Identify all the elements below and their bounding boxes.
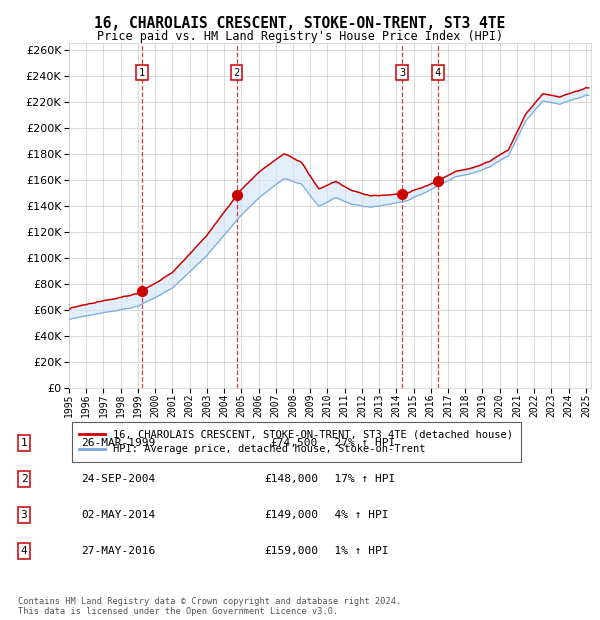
Text: £74,500: £74,500 [271,438,318,448]
Text: £148,000: £148,000 [264,474,318,484]
Text: 1% ↑ HPI: 1% ↑ HPI [321,546,389,556]
Text: 1: 1 [20,438,28,448]
Text: Contains HM Land Registry data © Crown copyright and database right 2024.: Contains HM Land Registry data © Crown c… [18,597,401,606]
Text: 4: 4 [20,546,28,556]
Text: 16, CHAROLAIS CRESCENT, STOKE-ON-TRENT, ST3 4TE: 16, CHAROLAIS CRESCENT, STOKE-ON-TRENT, … [94,16,506,30]
Text: 26-MAR-1999: 26-MAR-1999 [81,438,155,448]
Text: 24-SEP-2004: 24-SEP-2004 [81,474,155,484]
Text: 3: 3 [399,68,406,78]
Text: 27% ↑ HPI: 27% ↑ HPI [321,438,395,448]
Text: 3: 3 [20,510,28,520]
Text: 2: 2 [20,474,28,484]
Text: 02-MAY-2014: 02-MAY-2014 [81,510,155,520]
Text: This data is licensed under the Open Government Licence v3.0.: This data is licensed under the Open Gov… [18,606,338,616]
Text: £159,000: £159,000 [264,546,318,556]
Text: 27-MAY-2016: 27-MAY-2016 [81,546,155,556]
Legend: 16, CHAROLAIS CRESCENT, STOKE-ON-TRENT, ST3 4TE (detached house), HPI: Average p: 16, CHAROLAIS CRESCENT, STOKE-ON-TRENT, … [71,422,521,462]
Text: 4: 4 [435,68,441,78]
Text: 4% ↑ HPI: 4% ↑ HPI [321,510,389,520]
Text: 17% ↑ HPI: 17% ↑ HPI [321,474,395,484]
Text: £149,000: £149,000 [264,510,318,520]
Text: Price paid vs. HM Land Registry's House Price Index (HPI): Price paid vs. HM Land Registry's House … [97,30,503,43]
Text: 1: 1 [139,68,145,78]
Text: 2: 2 [233,68,240,78]
